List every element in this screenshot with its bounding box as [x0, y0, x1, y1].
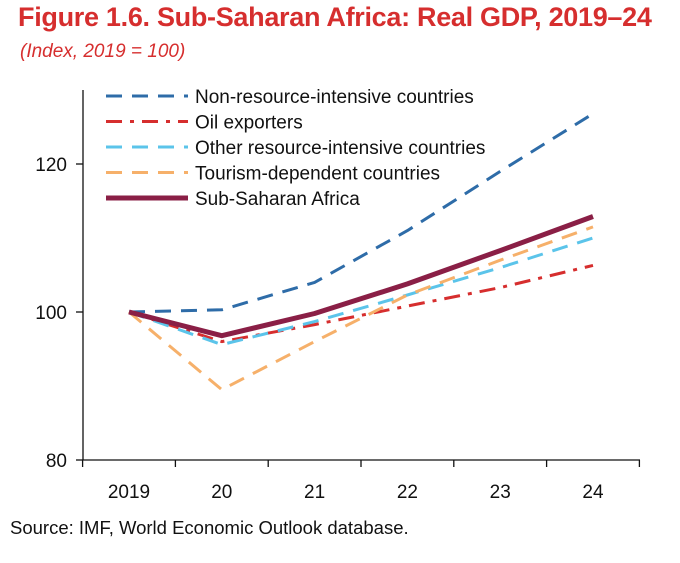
chart-title: Figure 1.6. Sub-Saharan Africa: Real GDP…: [18, 2, 652, 32]
series-line-tourism-dependent-countries: [128, 225, 594, 392]
legend-label: Tourism-dependent countries: [195, 164, 440, 185]
source-note: Source: IMF, World Economic Outlook data…: [10, 517, 409, 538]
legend-item: Oil exporters: [106, 113, 303, 134]
legend-label: Other resource-intensive countries: [195, 138, 485, 159]
y-tick-label: 80: [46, 451, 67, 472]
legend-item: Non-resource-intensive countries: [106, 87, 474, 108]
legend: Non-resource-intensive countries Oil expo…: [106, 87, 485, 210]
series-line-non-resource-intensive-countries: [128, 112, 594, 314]
legend-item: Tourism-dependent countries: [106, 164, 440, 185]
x-tick-label: 23: [490, 482, 511, 503]
legend-item: Sub-Saharan Africa: [106, 189, 360, 210]
series-line-oil-exporters: [128, 263, 594, 344]
series-lines: [128, 112, 594, 392]
x-tick-label: 21: [304, 482, 325, 503]
x-tick-label: 24: [582, 482, 604, 503]
series-line-sub-saharan-africa: [128, 214, 594, 339]
y-tick-label: 120: [35, 155, 67, 176]
series-line-other-resource-intensive-countries: [128, 236, 594, 347]
y-tick-label: 100: [35, 303, 67, 324]
x-tick-label: 20: [211, 482, 232, 503]
tick-labels: 80 100 120 2019 20 21 22 23 24: [35, 155, 641, 503]
legend-label: Oil exporters: [195, 113, 303, 134]
x-tick-label: 2019: [108, 482, 150, 503]
x-tick-label: 22: [397, 482, 418, 503]
legend-item: Other resource-intensive countries: [106, 138, 485, 159]
legend-label: Sub-Saharan Africa: [195, 189, 360, 210]
legend-label: Non-resource-intensive countries: [195, 87, 474, 108]
chart-subtitle: (Index, 2019 = 100): [20, 41, 186, 62]
